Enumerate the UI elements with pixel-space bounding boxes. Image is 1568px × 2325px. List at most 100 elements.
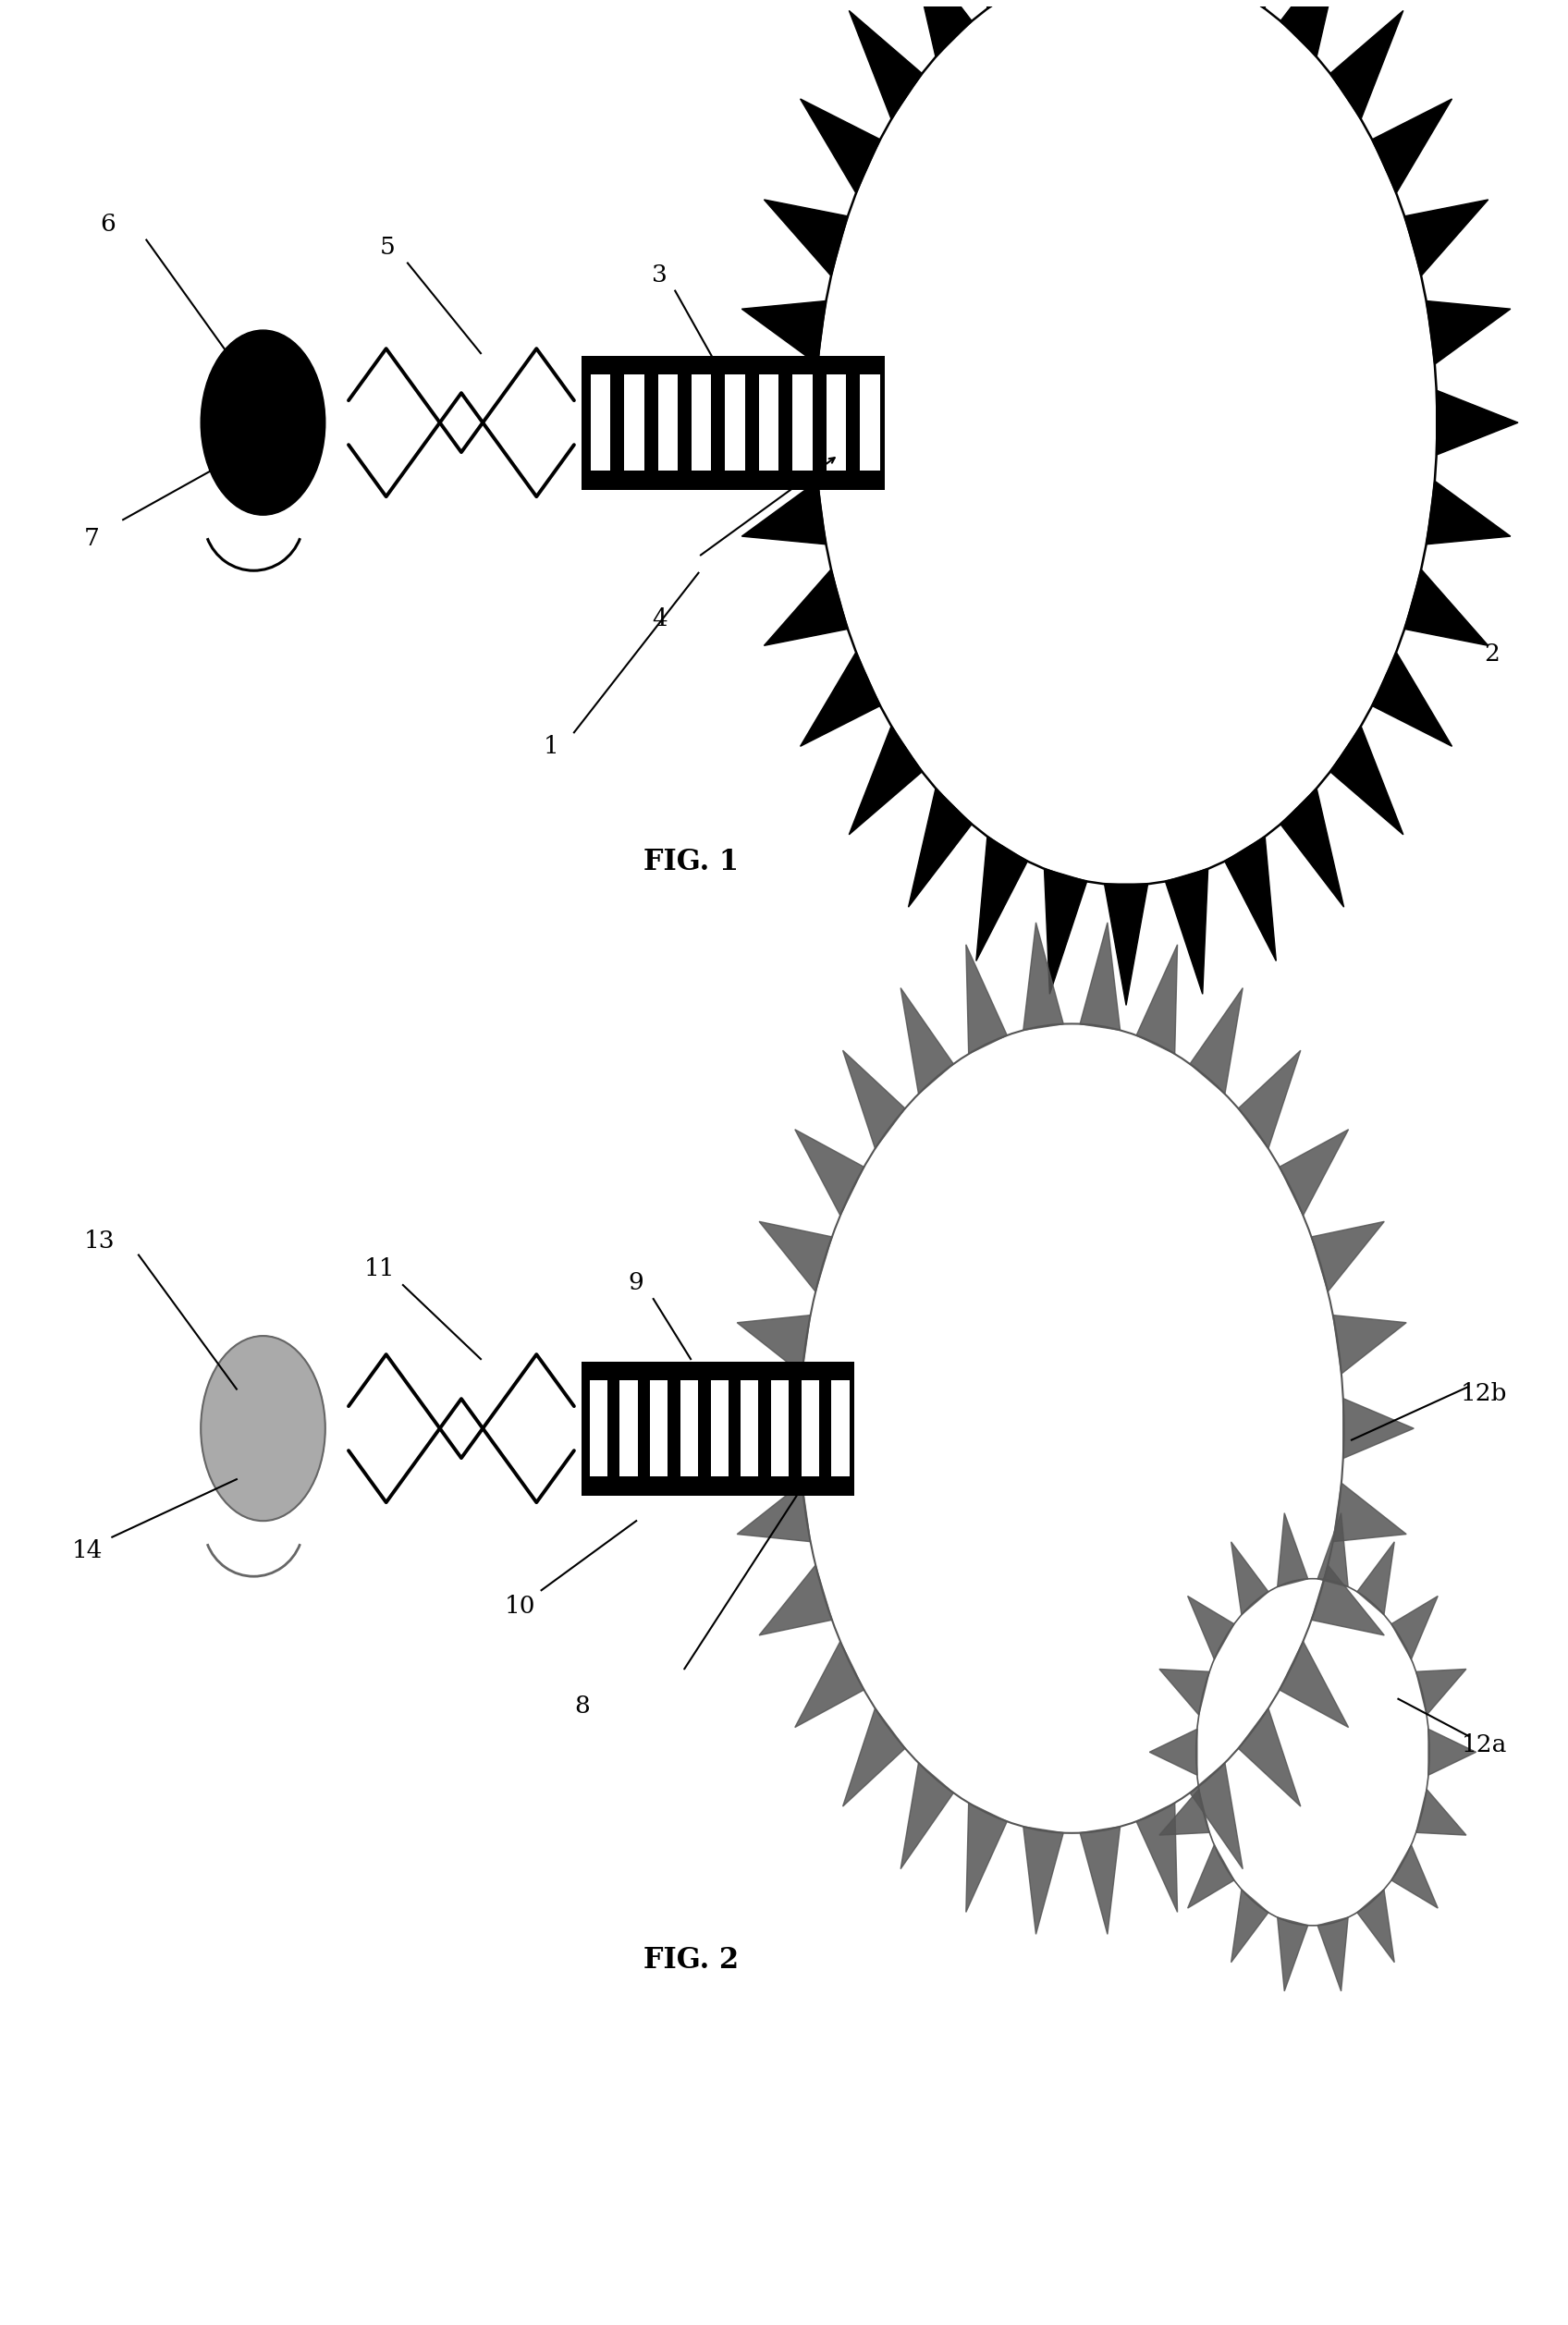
Bar — [831, 1381, 850, 1476]
Text: 4: 4 — [652, 607, 668, 630]
Polygon shape — [1137, 1802, 1178, 1911]
Polygon shape — [1080, 923, 1120, 1030]
Polygon shape — [1427, 300, 1510, 365]
Text: 11: 11 — [364, 1258, 395, 1281]
Circle shape — [800, 1023, 1344, 1832]
Polygon shape — [800, 651, 880, 746]
Polygon shape — [1281, 788, 1344, 907]
Polygon shape — [1165, 870, 1207, 995]
Polygon shape — [1225, 837, 1276, 960]
Polygon shape — [1024, 923, 1063, 1030]
Bar — [624, 374, 644, 472]
Polygon shape — [1279, 1130, 1348, 1216]
Polygon shape — [742, 481, 826, 544]
Polygon shape — [1391, 1846, 1438, 1909]
Polygon shape — [729, 1397, 800, 1458]
Polygon shape — [1104, 884, 1148, 1004]
Text: 12a: 12a — [1461, 1734, 1507, 1758]
Text: 10: 10 — [505, 1595, 535, 1618]
Polygon shape — [1372, 651, 1452, 746]
Polygon shape — [842, 1051, 905, 1149]
Polygon shape — [1330, 725, 1403, 835]
Polygon shape — [1190, 1762, 1243, 1869]
Polygon shape — [1311, 1565, 1385, 1634]
Polygon shape — [1149, 1730, 1196, 1776]
Circle shape — [815, 0, 1438, 886]
Polygon shape — [1190, 988, 1243, 1095]
Bar — [759, 374, 779, 472]
Polygon shape — [759, 1221, 833, 1293]
Polygon shape — [1024, 1827, 1063, 1934]
Polygon shape — [1436, 391, 1518, 456]
Bar — [801, 1381, 818, 1476]
Circle shape — [1196, 1579, 1430, 1925]
Polygon shape — [1137, 944, 1178, 1053]
Polygon shape — [795, 1130, 864, 1216]
Polygon shape — [1317, 1918, 1348, 1990]
Polygon shape — [848, 725, 922, 835]
Bar — [659, 374, 677, 472]
Polygon shape — [977, 837, 1027, 960]
Polygon shape — [800, 100, 880, 193]
Polygon shape — [1344, 1397, 1414, 1458]
Bar — [619, 1381, 638, 1476]
Polygon shape — [1427, 481, 1510, 544]
Bar — [591, 374, 610, 472]
Polygon shape — [1279, 1641, 1348, 1727]
Polygon shape — [1278, 1918, 1308, 1990]
Polygon shape — [1281, 0, 1344, 58]
Polygon shape — [842, 1709, 905, 1807]
Polygon shape — [764, 200, 848, 277]
Polygon shape — [966, 944, 1007, 1053]
Polygon shape — [1225, 0, 1276, 9]
Polygon shape — [908, 788, 972, 907]
Bar — [826, 374, 847, 472]
Text: 3: 3 — [652, 263, 668, 286]
Bar — [691, 374, 712, 472]
Polygon shape — [737, 1316, 811, 1374]
Text: 13: 13 — [85, 1230, 116, 1253]
Polygon shape — [1311, 1221, 1385, 1293]
Text: 1: 1 — [543, 735, 558, 758]
Polygon shape — [1333, 1483, 1406, 1541]
Polygon shape — [1231, 1890, 1269, 1962]
Polygon shape — [1239, 1709, 1300, 1807]
Text: 9: 9 — [629, 1272, 644, 1295]
Text: 14: 14 — [72, 1539, 103, 1562]
Polygon shape — [1317, 1514, 1348, 1588]
Polygon shape — [1372, 100, 1452, 193]
Polygon shape — [734, 391, 815, 456]
Text: 7: 7 — [85, 528, 100, 549]
Polygon shape — [848, 12, 922, 119]
Polygon shape — [1080, 1827, 1120, 1934]
Polygon shape — [795, 1641, 864, 1727]
Polygon shape — [900, 1762, 953, 1869]
Polygon shape — [1416, 1790, 1466, 1834]
Bar — [651, 1381, 668, 1476]
Text: 5: 5 — [379, 235, 395, 258]
Text: FIG. 2: FIG. 2 — [643, 1946, 739, 1974]
Polygon shape — [1159, 1790, 1209, 1834]
Polygon shape — [759, 1565, 833, 1634]
Bar — [792, 374, 812, 472]
Polygon shape — [1239, 1051, 1300, 1149]
Polygon shape — [1044, 870, 1087, 995]
Bar — [582, 1362, 855, 1495]
Polygon shape — [1159, 1669, 1209, 1716]
Polygon shape — [1358, 1890, 1394, 1962]
Text: 2: 2 — [1483, 642, 1499, 665]
Bar — [740, 1381, 759, 1476]
Polygon shape — [1405, 200, 1488, 277]
Polygon shape — [977, 0, 1027, 9]
Polygon shape — [1278, 1514, 1308, 1588]
Polygon shape — [1333, 1316, 1406, 1374]
Polygon shape — [966, 1802, 1007, 1911]
Text: 6: 6 — [100, 212, 116, 235]
Polygon shape — [1405, 570, 1488, 646]
Polygon shape — [1428, 1730, 1475, 1776]
Polygon shape — [1187, 1846, 1234, 1909]
Bar — [726, 374, 745, 472]
Polygon shape — [1187, 1595, 1234, 1660]
Bar — [590, 1381, 607, 1476]
Polygon shape — [900, 988, 953, 1095]
